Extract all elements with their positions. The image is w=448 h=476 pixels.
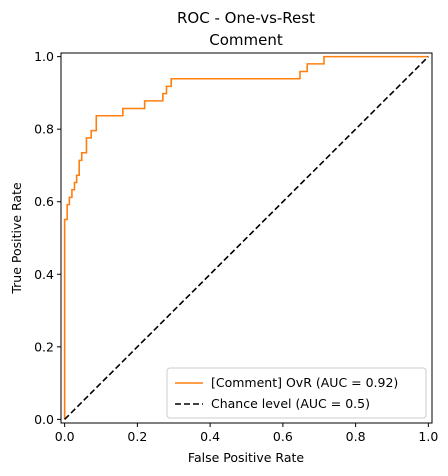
x-tick-label: 0.0 — [55, 429, 75, 444]
y-tick-label: 0.0 — [34, 412, 54, 427]
y-tick-label: 0.4 — [34, 267, 54, 282]
y-axis-ticks: 0.0 0.2 0.4 0.6 0.8 1.0 — [34, 49, 61, 427]
legend-box — [166, 367, 427, 419]
legend-label-roc: [Comment] OvR (AUC = 0.92) — [211, 375, 398, 390]
x-tick-label: 1.0 — [418, 429, 438, 444]
chart-subtitle: Comment — [209, 31, 283, 49]
y-tick-label: 1.0 — [34, 49, 54, 64]
legend: [Comment] OvR (AUC = 0.92) Chance level … — [166, 367, 427, 419]
plot-area — [60, 52, 433, 424]
chart-title: ROC - One-vs-Rest — [177, 9, 315, 27]
x-tick-label: 0.6 — [273, 429, 293, 444]
chance-level-line — [64, 56, 429, 420]
x-tick-label: 0.8 — [346, 429, 366, 444]
roc-curve-line — [63, 55, 429, 420]
y-tick-label: 0.8 — [34, 122, 54, 137]
y-tick-label: 0.2 — [34, 339, 54, 354]
plot-frame — [60, 52, 433, 424]
x-tick-label: 0.4 — [200, 429, 220, 444]
y-axis-label: True Positive Rate — [9, 182, 24, 295]
x-tick-label: 0.2 — [127, 429, 147, 444]
x-axis-ticks: 0.0 0.2 0.4 0.6 0.8 1.0 — [55, 423, 438, 444]
x-axis-label: False Positive Rate — [188, 450, 304, 465]
legend-label-chance: Chance level (AUC = 0.5) — [211, 396, 370, 411]
y-tick-label: 0.6 — [34, 194, 54, 209]
